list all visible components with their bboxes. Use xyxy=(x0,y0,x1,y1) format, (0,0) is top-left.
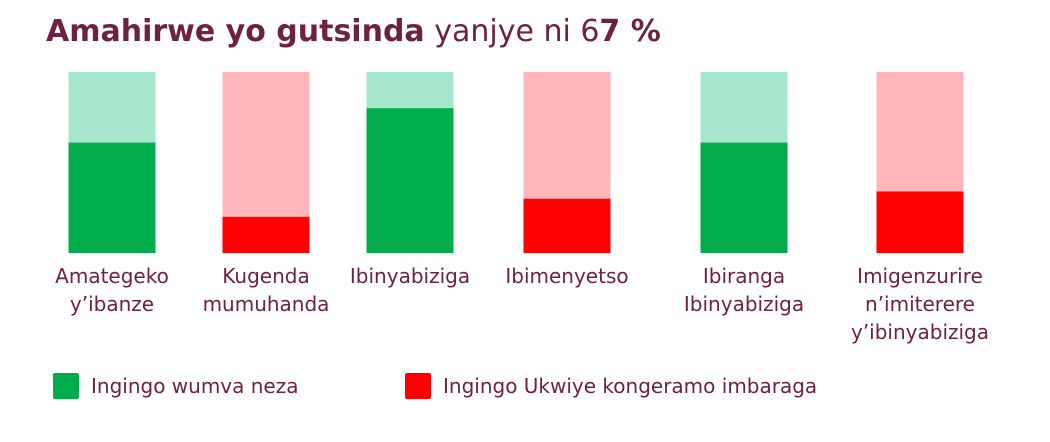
category-label-line: n’imiterere xyxy=(865,292,975,316)
category-label-line: y’ibanze xyxy=(70,292,154,316)
category-label-line: Ibimenyetso xyxy=(505,264,628,288)
category-label-1: Kugenda mumuhanda xyxy=(203,264,330,316)
category-label-line: Amategeko xyxy=(55,264,169,288)
legend-swatch-good xyxy=(53,373,79,399)
category-label-line: Kugenda xyxy=(222,264,309,288)
legend-label-weak: Ingingo Ukwiye kongeramo imbaraga xyxy=(443,374,818,398)
category-label-0: Amategeko y’ibanze xyxy=(55,264,169,316)
bar-2 xyxy=(366,108,454,253)
category-label-line: mumuhanda xyxy=(203,292,330,316)
category-label-5: Imigenzurire n’imiterere y’ibinyabiziga xyxy=(851,264,989,344)
title-bold: Amahirwe yo gutsinda xyxy=(46,14,425,49)
title-light: yanjye ni 6 xyxy=(424,14,600,49)
category-label-4: Ibiranga Ibinyabiziga xyxy=(684,264,804,316)
category-label-line: Ibinyabiziga xyxy=(684,292,804,316)
category-label-2: Ibinyabiziga xyxy=(350,264,470,288)
chart-title: Amahirwe yo gutsinda yanjye ni 67 % xyxy=(46,14,661,50)
legend-item-weak: Ingingo Ukwiye kongeramo imbaraga xyxy=(405,372,817,400)
category-label-line: Ibinyabiziga xyxy=(350,264,470,288)
legend-label-good: Ingingo wumva neza xyxy=(91,374,299,398)
bar-5 xyxy=(876,191,964,253)
category-label-line: Imigenzurire xyxy=(857,264,983,288)
bar-3 xyxy=(523,198,611,253)
category-label-line: Ibiranga xyxy=(703,264,785,288)
category-label-3: Ibimenyetso xyxy=(505,264,628,288)
legend-item-good: Ingingo wumva neza xyxy=(53,372,299,400)
category-label-line: y’ibinyabiziga xyxy=(851,320,989,344)
bar-4 xyxy=(700,142,788,253)
bar-0 xyxy=(68,142,156,253)
legend-swatch-weak xyxy=(405,373,431,399)
bar-1 xyxy=(222,216,310,253)
title-value: 7 % xyxy=(599,14,661,49)
